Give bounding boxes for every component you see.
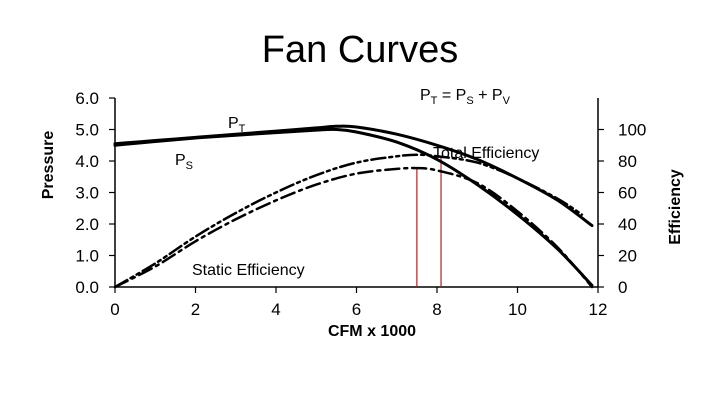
static-efficiency-label: Static Efficiency [192,262,305,279]
series-line-ps [113,127,594,287]
x-tick-label: 2 [191,300,200,319]
series-line-pt [113,124,594,228]
total-efficiency-label: Total Efficiency [433,145,539,162]
series-layer [113,124,594,289]
y2-tick-label: 0 [618,278,627,297]
y-tick-label: 5.0 [75,121,99,140]
y-tick-label: 4.0 [75,152,99,171]
y2-tick-label: 20 [618,247,637,266]
x-axis-label: CFM x 1000 [328,323,416,340]
y2-axis-label: Efficiency [667,169,684,245]
x-tick-label: 10 [508,300,527,319]
x-tick-label: 6 [352,300,361,319]
pt-curve-label: PT [228,115,246,135]
series-line-static-efficiency [113,166,594,289]
chart-title: Fan Curves [262,29,458,71]
tick-layer: 0 2 4 6 8 10 12 0.0 1.0 2.0 3.0 4.0 5.0 6.0 0 20 40 60 80 1… [75,89,646,319]
x-tick-label: 4 [271,300,280,319]
y2-tick-label: 40 [618,215,637,234]
y-tick-label: 2.0 [75,215,99,234]
x-tick-label: 8 [432,300,441,319]
x-tick-label: 12 [589,300,608,319]
series-line-total-efficiency [113,153,584,289]
x-tick-label: 0 [110,300,119,319]
pressure-formula: PT = PS + PV [420,87,511,107]
y-tick-label: 1.0 [75,247,99,266]
y-tick-label: 3.0 [75,184,99,203]
y2-tick-label: 100 [618,121,646,140]
ps-curve-label: PS [175,152,193,172]
y2-tick-label: 60 [618,184,637,203]
marker-layer [416,156,442,287]
y-axis-label: Pressure [40,131,57,200]
y-tick-label: 0.0 [75,278,99,297]
y2-tick-label: 80 [618,152,637,171]
y-tick-label: 6.0 [75,89,99,108]
